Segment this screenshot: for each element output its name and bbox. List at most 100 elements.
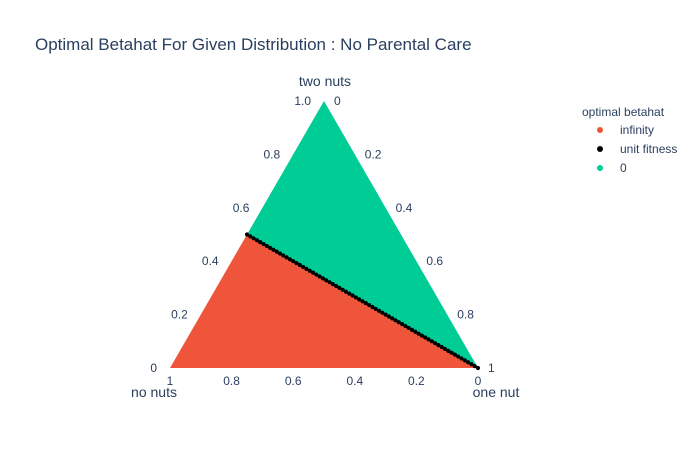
boundary-point (277, 251, 283, 256)
legend-label-unit-fitness: unit fitness (620, 142, 677, 156)
boundary-point (373, 306, 378, 311)
legend-label-infinity: infinity (620, 123, 654, 137)
boundary-point (324, 278, 329, 283)
boundary-point (297, 262, 302, 268)
legend-label-zero: 0 (620, 161, 627, 175)
boundary-point (423, 335, 428, 340)
boundary-point (310, 270, 316, 275)
legend-marker-unit-fitness (597, 146, 603, 152)
boundary-point (386, 314, 391, 319)
boundary-point (459, 356, 464, 361)
boundary-point (449, 350, 454, 355)
boundary-point (390, 316, 395, 321)
boundary-point (291, 259, 296, 264)
boundary-point (367, 302, 372, 308)
boundary-point (284, 255, 289, 260)
boundary-point (301, 264, 306, 270)
tick-label-two-nuts: 0.8 (264, 147, 281, 161)
tick-label-no-nuts: 0.8 (223, 374, 240, 388)
boundary-point (403, 323, 408, 329)
tick-label-no-nuts: 0.6 (285, 374, 302, 388)
boundary-dots (244, 232, 481, 371)
boundary-point (462, 358, 467, 363)
boundary-point (393, 318, 398, 323)
legend-item-unit-fitness[interactable]: unit fitness (597, 142, 677, 156)
boundary-point (363, 301, 368, 306)
boundary-point (472, 363, 477, 369)
boundary-point (268, 245, 273, 250)
tick-label-one-nut: 0.4 (396, 201, 413, 215)
boundary-point (281, 253, 286, 258)
boundary-point (357, 297, 362, 302)
axis-title-no-nuts: no nuts (131, 384, 177, 400)
boundary-point (400, 322, 405, 327)
boundary-point (320, 276, 325, 281)
boundary-point (456, 354, 461, 359)
boundary-point (466, 360, 471, 365)
region-zero (247, 101, 478, 368)
tick-label-no-nuts: 0 (475, 374, 482, 388)
boundary-point (350, 293, 355, 298)
tick-label-one-nut: 0.8 (457, 308, 474, 322)
boundary-point (439, 344, 444, 350)
boundary-point (409, 327, 415, 332)
plot-regions (170, 101, 478, 368)
boundary-point (436, 343, 441, 348)
boundary-point (264, 243, 269, 249)
boundary-point (452, 352, 457, 357)
chart-title: Optimal Betahat For Given Distribution :… (35, 35, 472, 54)
tick-label-one-nut: 0.2 (365, 147, 382, 161)
boundary-point (307, 268, 312, 273)
boundary-point (429, 339, 434, 344)
boundary-point (446, 348, 451, 353)
boundary-point (475, 365, 481, 371)
boundary-point (248, 234, 253, 239)
tick-label-no-nuts: 0.2 (408, 374, 425, 388)
boundary-point (469, 362, 474, 367)
boundary-point (340, 287, 345, 292)
boundary-point (334, 283, 339, 289)
boundary-point (396, 320, 401, 325)
tick-label-one-nut: 0 (334, 94, 341, 108)
axis-title-two-nuts: two nuts (299, 73, 351, 89)
boundary-point (314, 272, 319, 277)
tick-labels: 00.20.40.60.81.0 00.20.40.60.8100.20.40.6… (150, 94, 495, 388)
boundary-point (416, 331, 421, 336)
boundary-point (317, 274, 322, 279)
boundary-point (419, 333, 424, 338)
axis-title-one-nut: one nut (473, 384, 520, 400)
legend-item-infinity[interactable]: infinity (597, 123, 654, 137)
boundary-point (347, 291, 352, 296)
boundary-point (244, 232, 250, 237)
boundary-point (442, 346, 448, 352)
tick-label-no-nuts: 1 (167, 374, 174, 388)
boundary-point (383, 312, 388, 317)
boundary-point (261, 241, 266, 247)
boundary-point (370, 304, 375, 310)
boundary-point (353, 295, 358, 300)
boundary-point (376, 308, 382, 313)
boundary-point (274, 249, 279, 254)
boundary-point (343, 289, 349, 294)
boundary-point (406, 325, 411, 331)
legend-marker-zero (597, 165, 603, 171)
boundary-point (413, 329, 418, 334)
boundary-point (337, 285, 342, 290)
tick-label-no-nuts: 0.4 (346, 374, 363, 388)
boundary-point (258, 240, 263, 245)
tick-label-one-nut: 1 (488, 361, 495, 375)
region-infinity (170, 234, 478, 368)
boundary-point (251, 236, 256, 241)
tick-label-two-nuts: 1.0 (294, 94, 311, 108)
legend-item-zero[interactable]: 0 (597, 161, 627, 175)
boundary-point (287, 257, 292, 262)
boundary-point (271, 247, 276, 252)
boundary-point (380, 310, 385, 315)
boundary-point (327, 280, 332, 285)
tick-label-two-nuts: 0 (150, 361, 157, 375)
boundary-point (360, 299, 365, 304)
legend: optimal betahat infinity unit fitness 0 (582, 105, 677, 175)
boundary-point (304, 266, 309, 271)
tick-label-two-nuts: 0.6 (233, 201, 250, 215)
